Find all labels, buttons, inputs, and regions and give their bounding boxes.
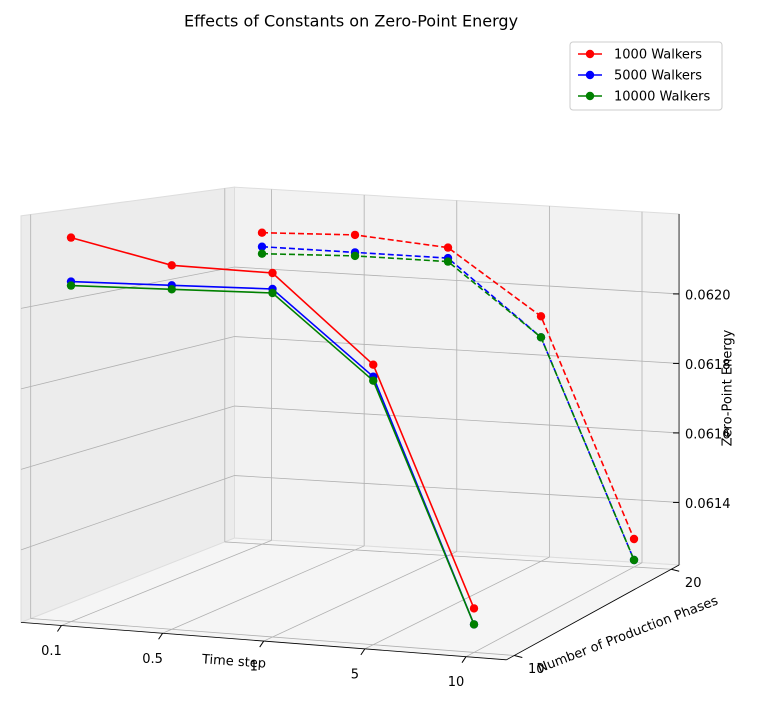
y-tick-label: 20 [685, 576, 702, 591]
grid-line [162, 545, 365, 634]
legend: 1000 Walkers 5000 Walkers 10000 Walkers [569, 41, 723, 111]
series-line [261, 231, 635, 540]
data-point [167, 285, 176, 294]
data-point [257, 228, 267, 237]
grid-line [20, 475, 235, 551]
data-point [443, 257, 453, 266]
data-point [536, 312, 546, 321]
x-tick [259, 640, 265, 648]
data-point [469, 620, 479, 629]
grid-line [20, 336, 235, 390]
legend-label: 10000 Walkers [614, 90, 710, 105]
legend-marker [585, 70, 595, 80]
legend-label: 5000 Walkers [614, 69, 702, 84]
x-tick-label: 0.5 [142, 652, 163, 667]
z-tick-label: 0.0614 [685, 497, 731, 512]
data-point [167, 261, 176, 270]
grid-line [30, 618, 515, 656]
grid-line [234, 475, 680, 503]
data-point [268, 288, 277, 298]
y-tick-label: 10 [528, 662, 545, 677]
x-tick [461, 656, 467, 663]
z-tick-label: 0.0620 [685, 288, 731, 303]
x-axis-label: Time step [201, 652, 267, 672]
grid-line [234, 405, 680, 434]
data-point [469, 604, 479, 613]
y-axis [506, 564, 680, 661]
data-point [350, 230, 360, 240]
data-point [443, 243, 453, 252]
x-tick [360, 648, 366, 656]
legend-marker [585, 91, 595, 101]
grid-line [224, 541, 672, 570]
x-axis [20, 621, 507, 661]
x-tick [57, 625, 62, 632]
y-tick [514, 654, 523, 658]
data-point [66, 281, 76, 290]
data-point [629, 534, 639, 544]
series-line [261, 245, 635, 561]
y-tick [671, 568, 680, 572]
data-point [257, 242, 267, 251]
grid-line [465, 562, 643, 658]
data-point [257, 249, 267, 258]
x-tick [158, 632, 164, 640]
x-tick-label: 5 [351, 667, 359, 682]
data-point [350, 251, 360, 261]
data-point [536, 333, 546, 342]
data-point [268, 268, 277, 278]
data-point [66, 233, 76, 242]
data-point [369, 360, 378, 369]
z-tick-label: 0.0616 [685, 427, 731, 442]
data-point [369, 376, 378, 385]
chart-title: Effects of Constants on Zero-Point Energ… [184, 12, 518, 31]
grid-line [263, 551, 457, 642]
legend-marker [585, 49, 595, 59]
z-tick-label: 0.0618 [685, 358, 731, 373]
x-tick-label: 10 [448, 675, 465, 690]
grid-line [234, 266, 680, 295]
z-axis-label: Zero-Point Energy [721, 329, 736, 446]
grid-line [364, 556, 550, 650]
grid-line [234, 336, 680, 364]
grid-line [20, 405, 235, 470]
legend-label: 1000 Walkers [614, 48, 702, 63]
x-tick-label: 1 [250, 660, 258, 675]
data-point [629, 555, 639, 565]
grid-line [61, 539, 272, 626]
legend-box [569, 41, 723, 111]
x-tick-label: 0.1 [41, 644, 62, 659]
